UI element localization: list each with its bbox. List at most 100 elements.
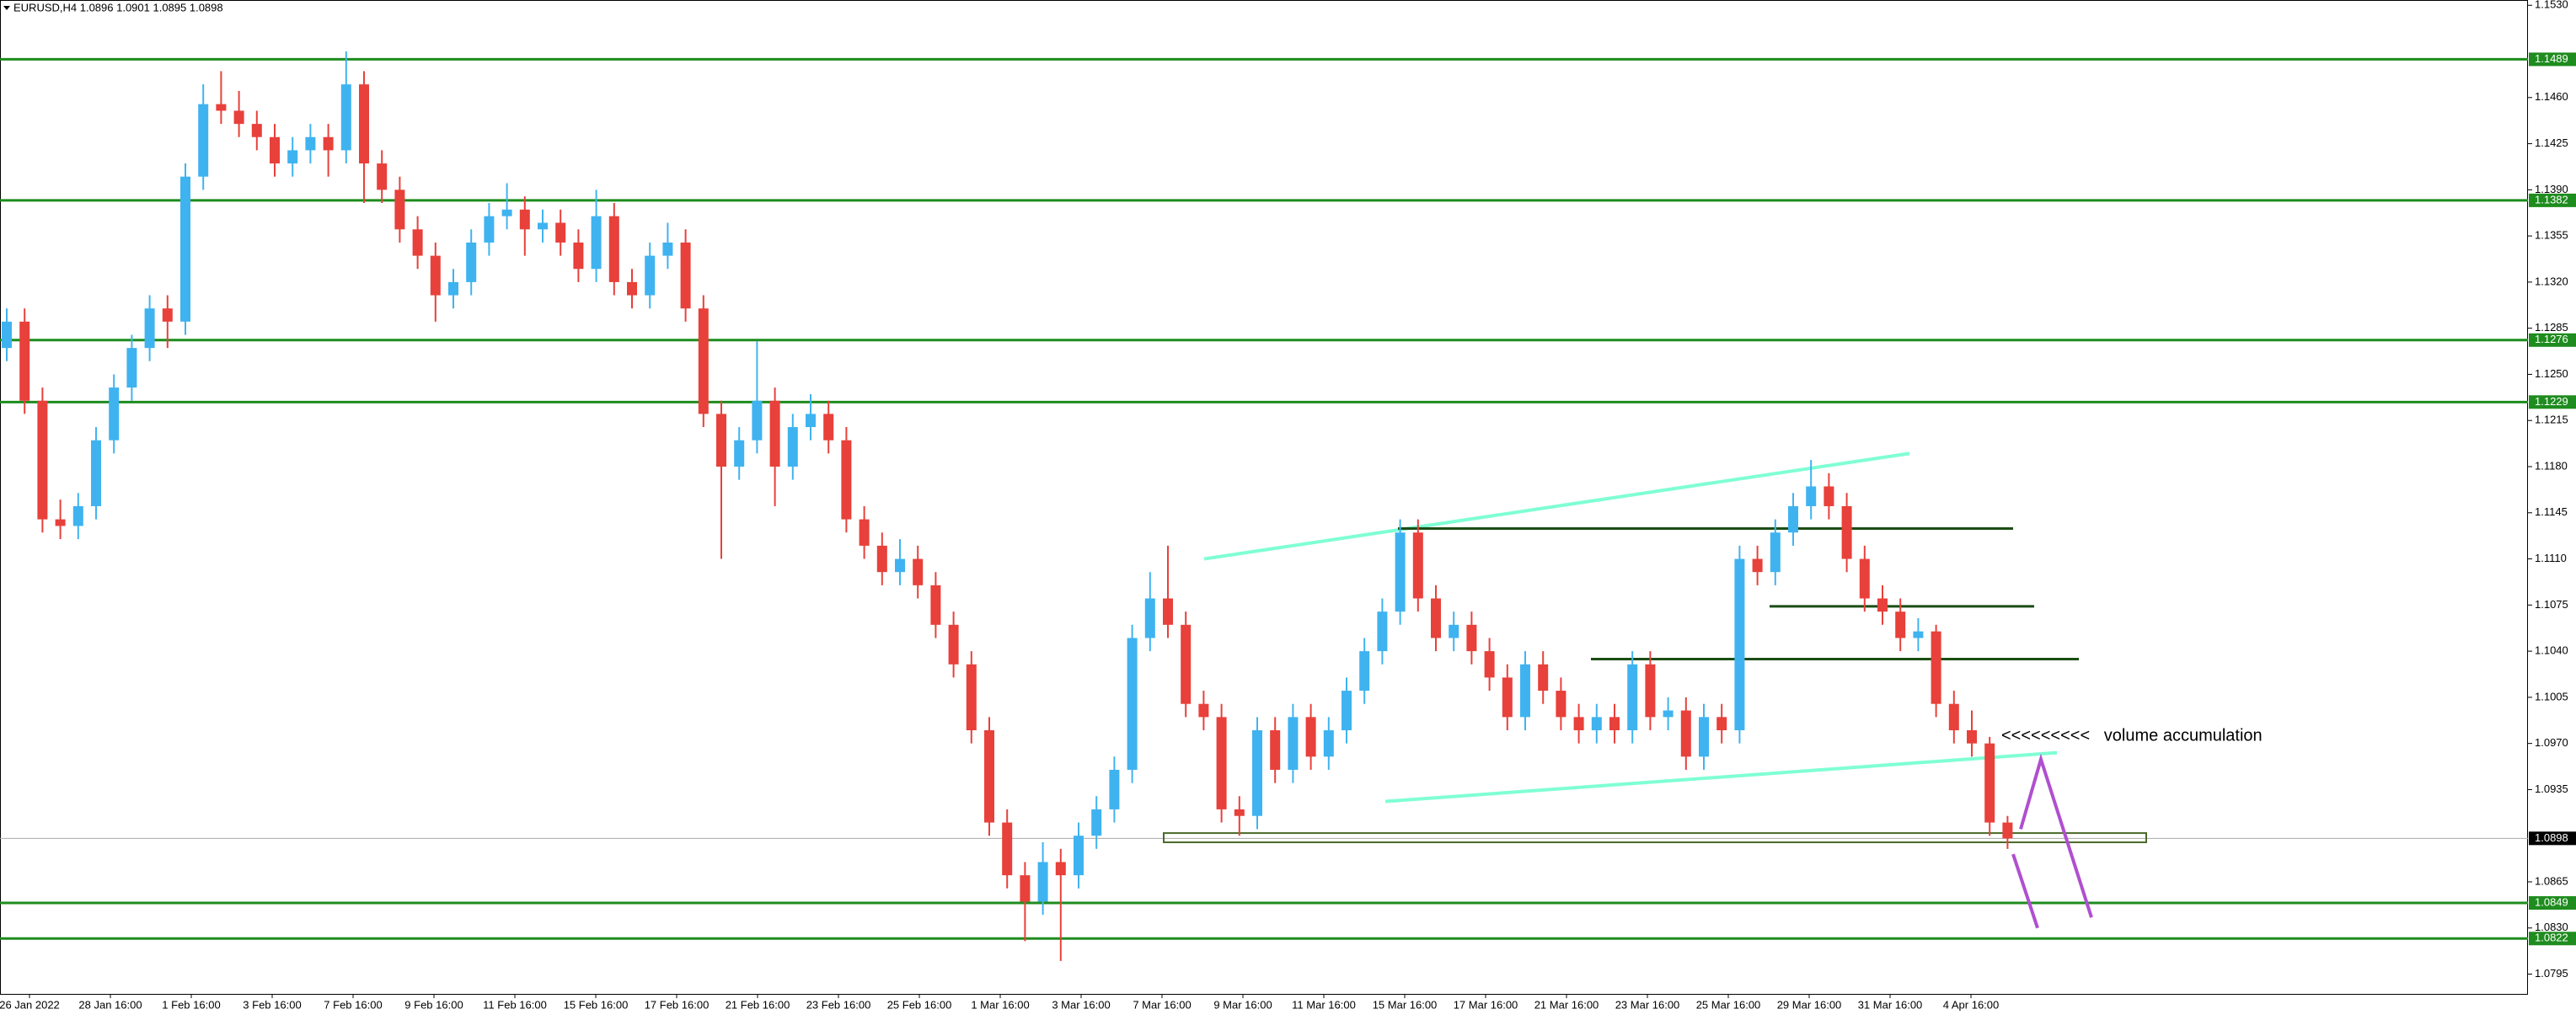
candle-body <box>501 209 512 216</box>
candle-body <box>1037 862 1048 902</box>
x-tick-label: 29 Mar 16:00 <box>1777 998 1842 1011</box>
chart-title: EURUSD,H4 1.0896 1.0901 1.0895 1.0898 <box>13 1 223 13</box>
x-tick-label: 15 Mar 16:00 <box>1373 998 1438 1011</box>
candle-body <box>72 505 83 526</box>
candle-body <box>323 136 334 151</box>
candle-body <box>1984 743 1995 823</box>
candle-body <box>1913 631 1924 638</box>
candle-body <box>1127 638 1138 770</box>
y-tick-label: 1.1040 <box>2535 644 2568 657</box>
candle-body <box>180 176 190 322</box>
candle-body <box>1663 710 1674 718</box>
candle-body <box>627 281 637 296</box>
candle-body <box>1895 611 1906 638</box>
x-tick-label: 9 Feb 16:00 <box>404 998 463 1011</box>
candle-body <box>1931 631 1941 704</box>
candle-body <box>662 242 673 256</box>
candle-body <box>1431 598 1441 638</box>
trendline <box>1203 451 1910 561</box>
y-tick-label: 1.1425 <box>2535 136 2568 149</box>
candle-body <box>608 216 619 282</box>
level-tag <box>2529 52 2576 67</box>
y-tick-label: 1.1005 <box>2535 690 2568 702</box>
x-tick-label: 11 Mar 16:00 <box>1292 998 1356 1011</box>
candle-body <box>1198 703 1209 718</box>
level-label: 1.1229 <box>2535 395 2568 408</box>
x-tick-label: 21 Mar 16:00 <box>1534 998 1599 1011</box>
candle-body <box>1788 505 1798 533</box>
candle-body <box>19 321 30 401</box>
candle-body <box>1342 691 1352 731</box>
candle-body <box>448 281 458 296</box>
candle-body <box>716 414 726 467</box>
candle-body <box>1699 717 1709 757</box>
candle-body <box>1573 717 1584 731</box>
y-tick-label: 1.1250 <box>2535 367 2568 380</box>
x-tick-label: 26 Jan 2022 <box>0 998 60 1011</box>
candle-body <box>1395 532 1406 612</box>
y-tick-label: 1.1145 <box>2535 505 2568 518</box>
candle-body <box>1359 651 1370 692</box>
candle-body <box>538 222 548 230</box>
level-tag <box>2529 896 2576 911</box>
candle-body <box>37 400 48 520</box>
candle-body <box>251 124 262 137</box>
x-tick-label: 4 Apr 16:00 <box>1943 998 2000 1011</box>
candle-body <box>340 84 351 151</box>
candle-body <box>1144 598 1155 638</box>
candle-body <box>519 209 530 230</box>
candle-body <box>126 348 137 388</box>
candle-body <box>1841 505 1852 559</box>
candle-body <box>948 624 959 665</box>
candle-body <box>876 545 887 573</box>
candle-body <box>823 414 834 441</box>
candle-body <box>984 730 994 823</box>
candle-body <box>769 400 780 467</box>
candle-body <box>966 664 977 731</box>
x-tick-label: 25 Mar 16:00 <box>1696 998 1761 1011</box>
y-tick-label: 1.0865 <box>2535 874 2568 887</box>
candle-body <box>484 216 495 243</box>
candle-body <box>1109 769 1120 809</box>
menu-icon[interactable] <box>3 6 10 10</box>
x-tick-label: 11 Feb 16:00 <box>483 998 547 1011</box>
candle-body <box>555 222 566 243</box>
x-tick-label: 1 Mar 16:00 <box>971 998 1029 1011</box>
candle-body <box>394 190 405 230</box>
level-tag <box>2529 932 2576 946</box>
candle-body <box>573 242 584 270</box>
candle-body <box>162 308 173 322</box>
candle-body <box>1270 730 1281 770</box>
candle-body <box>216 104 227 111</box>
candle-body <box>1538 664 1549 692</box>
level-tag <box>2529 395 2576 409</box>
candle-body <box>1002 822 1013 876</box>
candle-body <box>305 136 316 151</box>
x-tick-label: 1 Feb 16:00 <box>162 998 220 1011</box>
candle-body <box>233 110 244 125</box>
x-tick-label: 23 Feb 16:00 <box>806 998 871 1011</box>
candle-body <box>1716 717 1727 731</box>
x-tick-label: 25 Feb 16:00 <box>887 998 952 1011</box>
x-tick-label: 3 Feb 16:00 <box>243 998 301 1011</box>
candle-body <box>1305 717 1316 757</box>
y-tick-label: 1.0970 <box>2535 736 2568 749</box>
candle-body <box>752 400 763 441</box>
candle-body <box>430 255 441 296</box>
candle-body <box>1181 624 1192 704</box>
candle-body <box>680 242 691 309</box>
candle-body <box>1074 836 1084 876</box>
candle-body <box>1859 558 1870 599</box>
candle-body <box>1806 486 1817 506</box>
candle-body <box>806 414 816 428</box>
x-tick-label: 23 Mar 16:00 <box>1615 998 1680 1011</box>
annotation: <<<<<<<<< volume accumulation <box>2001 726 2263 745</box>
x-tick-label: 3 Mar 16:00 <box>1052 998 1110 1011</box>
x-tick-label: 31 Mar 16:00 <box>1858 998 1923 1011</box>
y-tick-label: 1.0795 <box>2535 967 2568 980</box>
candle-body <box>787 427 798 467</box>
candle-body <box>930 585 941 625</box>
y-tick-label: 1.1285 <box>2535 321 2568 334</box>
